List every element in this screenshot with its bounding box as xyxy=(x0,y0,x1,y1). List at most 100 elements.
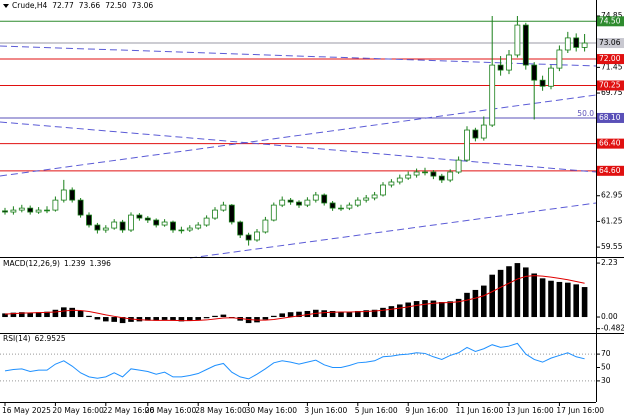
rsi-value: 62.9525 xyxy=(35,334,66,343)
indicator-name: MACD(12,26,9) xyxy=(3,259,60,268)
macd-bar xyxy=(145,317,151,321)
macd-bar xyxy=(220,314,227,318)
x-tick-label: 17 Jun 16:00 xyxy=(556,406,604,415)
candle-body xyxy=(52,199,59,211)
candle-body xyxy=(514,24,521,56)
y-tick-label: -0.482 xyxy=(601,324,624,333)
candle-body xyxy=(354,199,361,206)
x-tick-label: 13 Jun 16:00 xyxy=(506,406,554,415)
macd-bar xyxy=(388,306,395,318)
candle-body xyxy=(329,202,336,209)
macd-bar xyxy=(170,317,176,321)
candle-body xyxy=(86,214,92,226)
candle-body xyxy=(94,224,101,231)
candle-body xyxy=(2,210,8,213)
fib-label: 50.0 xyxy=(577,109,594,118)
candle-body xyxy=(506,54,512,71)
level-label-box xyxy=(597,54,624,65)
symbol: Crude,H4 xyxy=(12,1,47,10)
candle-body xyxy=(220,204,227,211)
macd-bar xyxy=(355,310,361,318)
plot: 74.85 71.45 69.75 62.95 61.25 59.55 74.50 72.00… xyxy=(0,11,624,415)
candle-body xyxy=(480,124,487,139)
candle-body xyxy=(405,174,412,179)
macd-bar xyxy=(119,317,126,324)
chart-header: Crude,H4 72.77 73.66 72.50 73.06 xyxy=(12,1,153,10)
candle-body xyxy=(35,209,42,213)
candle-body xyxy=(270,204,277,221)
candle-body xyxy=(237,221,244,236)
y-tick-label: 62.95 xyxy=(601,191,623,200)
candle-body xyxy=(18,207,25,211)
candle-body xyxy=(438,175,445,181)
y-tick-label: 2.23 xyxy=(601,258,618,267)
y-tick-label: 61.25 xyxy=(601,216,623,225)
candle-body xyxy=(111,221,118,229)
candle-body xyxy=(321,194,328,204)
x-tick-label: 22 May 16:00 xyxy=(103,406,155,415)
macd-bar xyxy=(321,310,327,318)
rsi-header: RSI(14) 62.9525 xyxy=(3,334,66,343)
level-label-box xyxy=(597,80,624,91)
candle-body xyxy=(422,171,428,174)
trendlines xyxy=(0,45,597,259)
candle-body xyxy=(254,231,260,241)
level-label: 66.40 xyxy=(599,139,621,148)
x-tick-label: 5 Jun 16:00 xyxy=(355,406,398,415)
macd-bar xyxy=(304,310,311,318)
macd-bar xyxy=(178,317,185,322)
macd-bar xyxy=(539,278,546,318)
macd-bar xyxy=(279,313,285,318)
candle-body xyxy=(136,214,143,219)
macd-bar xyxy=(329,310,336,318)
x-tick-label: 11 Jun 16:00 xyxy=(456,406,504,415)
macd-bar xyxy=(464,292,470,318)
level-label: 74.50 xyxy=(599,16,621,25)
macd-bar xyxy=(573,284,579,318)
candle-body xyxy=(102,227,109,231)
signal-line xyxy=(4,275,585,322)
ohlc-value: 73.06 xyxy=(132,1,154,10)
candle-body xyxy=(396,177,403,183)
macd-bar xyxy=(514,263,521,318)
trendline xyxy=(0,45,597,67)
macd-bar xyxy=(2,313,8,318)
x-tick-label: 9 Jun 16:00 xyxy=(405,406,448,415)
trendline xyxy=(189,202,597,259)
signal-value: 1.396 xyxy=(89,259,111,268)
macd-bar xyxy=(161,317,168,320)
candle-body xyxy=(287,199,294,203)
macd-bar xyxy=(523,267,529,318)
candle-body xyxy=(245,234,252,241)
macd-bar xyxy=(245,317,252,324)
y-tick-label: 59.55 xyxy=(601,242,623,251)
candle-body xyxy=(388,181,395,186)
macd-bar xyxy=(212,315,218,318)
candle-body xyxy=(312,194,319,201)
candle-body xyxy=(119,221,126,231)
x-tick-label: 16 May 2025 xyxy=(2,406,51,415)
ohlc-value: 73.66 xyxy=(79,1,101,10)
macd-bar xyxy=(52,309,59,318)
candle-body xyxy=(178,229,185,232)
candle-body xyxy=(338,207,344,210)
candle-body xyxy=(144,217,151,221)
macd-bar xyxy=(10,312,17,318)
macd-bar xyxy=(346,311,353,318)
candle-body xyxy=(581,42,588,48)
macd-bar xyxy=(153,317,159,321)
level-label-box xyxy=(597,165,624,176)
y-tick-label: 70 xyxy=(601,349,611,358)
candle-body xyxy=(489,64,496,126)
candle-body xyxy=(556,49,563,69)
candle-body xyxy=(170,221,176,231)
price-label-box xyxy=(597,38,624,49)
candle-body xyxy=(44,209,50,212)
macd-bar xyxy=(439,302,445,318)
macd-bar xyxy=(19,312,25,318)
level-label: 70.25 xyxy=(599,80,621,89)
macd-bar xyxy=(581,287,588,318)
y-tick-label: 30 xyxy=(601,376,611,385)
